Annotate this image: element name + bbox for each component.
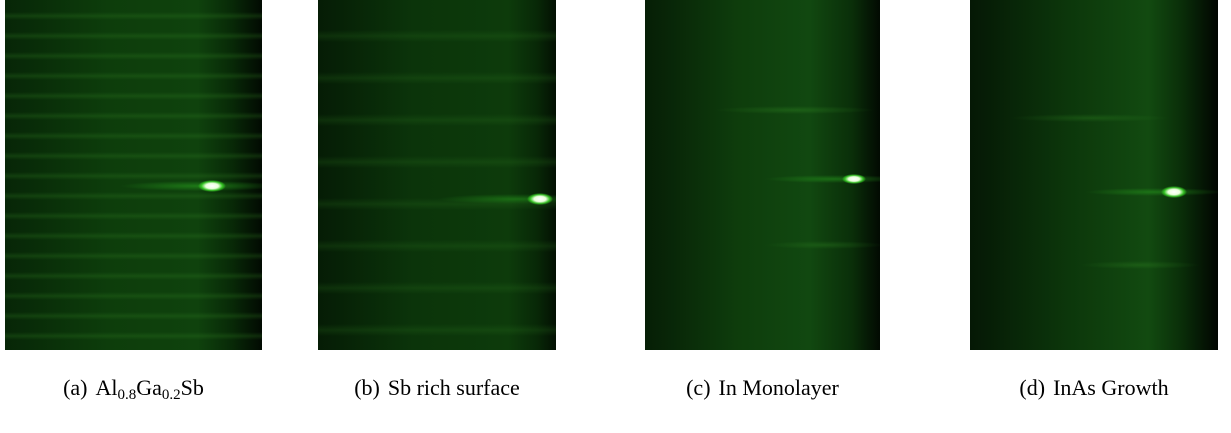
caption: (a) Al0.8Ga0.2Sb: [5, 375, 262, 403]
caption-subscript: 0.2: [161, 387, 181, 403]
caption-text: Sb: [180, 375, 204, 400]
rheed-image: [970, 0, 1218, 350]
caption-text: In Monolayer: [718, 375, 839, 400]
figure-label: (a): [63, 375, 88, 400]
caption-text: Ga: [136, 375, 162, 400]
figure-label: (b): [354, 375, 380, 400]
figure-label: (c): [686, 375, 711, 400]
figure-label: (d): [1019, 375, 1046, 400]
caption-subscript: 0.8: [117, 387, 137, 403]
caption-text: Al: [95, 375, 118, 400]
rheed-image: [318, 0, 556, 350]
caption-text: InAs Growth: [1053, 375, 1169, 400]
caption: (c) In Monolayer: [645, 375, 880, 401]
caption: (b) Sb rich surface: [318, 375, 556, 401]
caption: (d) InAs Growth: [970, 375, 1218, 401]
rheed-image: [645, 0, 880, 350]
caption-text: Sb rich surface: [387, 375, 520, 400]
rheed-image: [5, 0, 262, 350]
